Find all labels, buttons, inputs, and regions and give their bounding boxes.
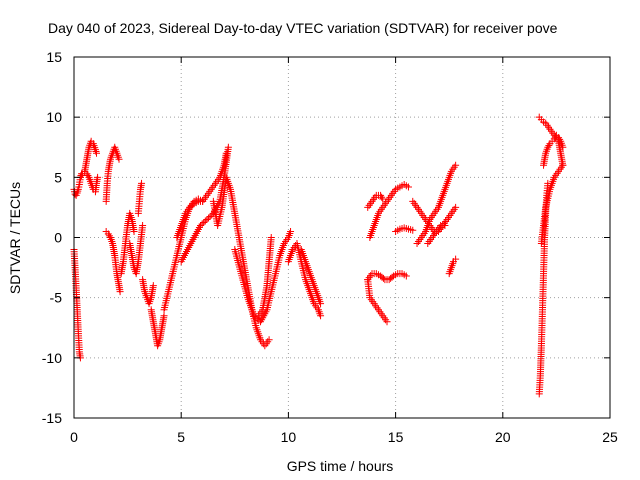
series-sat-a5	[102, 143, 123, 205]
series-points	[424, 221, 449, 248]
x-tick-label: 25	[602, 429, 618, 445]
series-points	[102, 227, 124, 296]
series-points	[413, 161, 460, 248]
y-tick-label: -5	[50, 290, 63, 306]
y-tick-label: -15	[42, 410, 62, 426]
series-sat-e4	[364, 191, 387, 211]
series-sat-f3	[424, 221, 449, 248]
series-points	[147, 306, 168, 350]
series-points	[284, 240, 325, 320]
series-points	[134, 179, 146, 217]
y-tick-label: 10	[46, 109, 62, 125]
series-sat-b3	[134, 179, 146, 217]
series-sat-b2	[126, 221, 147, 278]
series-sat-b4	[139, 276, 157, 308]
series-points	[81, 137, 101, 175]
x-tick-label: 15	[388, 429, 404, 445]
series-sat-a6	[102, 227, 124, 296]
series-points	[364, 270, 410, 284]
axis-ticks-layer: 0 5 10 15 20 25 -15 -10 -5 0 5 10 15	[42, 49, 618, 445]
y-tick-label: 15	[46, 49, 62, 65]
chart-title: Day 040 of 2023, Sidereal Day-to-day VTE…	[48, 20, 558, 36]
x-axis-label: GPS time / hours	[287, 458, 394, 474]
series-sat-f4	[445, 255, 460, 278]
series-points	[537, 161, 567, 248]
series-sat-c5	[254, 234, 275, 320]
series-sat-g3	[537, 161, 567, 248]
series-sat-c4	[231, 227, 295, 326]
series-points	[76, 167, 102, 196]
x-tick-label: 10	[281, 429, 297, 445]
series-sat-b1	[117, 209, 138, 278]
series-sat-a3	[76, 167, 102, 196]
x-tick-label: 0	[70, 429, 78, 445]
series-sat-a4	[81, 137, 101, 175]
series-points	[254, 234, 275, 320]
series-sat-e5	[392, 224, 417, 235]
series-sat-b5	[147, 306, 168, 350]
series-points	[445, 255, 460, 278]
series-points	[297, 246, 325, 308]
series-points	[139, 276, 157, 308]
series-sat-c3	[209, 173, 273, 350]
series-points	[209, 173, 273, 350]
series-points	[392, 224, 417, 235]
series-points	[366, 181, 412, 241]
x-tick-label: 20	[495, 429, 511, 445]
y-tick-label: -10	[42, 350, 62, 366]
series-sat-g4	[540, 131, 567, 169]
series-points	[540, 131, 567, 169]
series-sat-f1	[413, 161, 460, 248]
series-sat-d2	[297, 246, 325, 308]
series-points	[364, 191, 387, 211]
series-points	[126, 221, 147, 278]
x-tick-label: 5	[177, 429, 185, 445]
series-points	[117, 209, 138, 278]
series-sat-e3	[366, 181, 412, 241]
y-tick-label: 0	[54, 230, 62, 246]
y-tick-label: 5	[54, 169, 62, 185]
series-points	[231, 227, 295, 326]
series-sat-e2	[364, 270, 410, 284]
data-marks-layer	[70, 113, 567, 398]
series-sat-d1	[284, 240, 325, 320]
series-points	[102, 143, 123, 205]
y-axis-label: SDTVAR / TECUs	[7, 182, 23, 294]
